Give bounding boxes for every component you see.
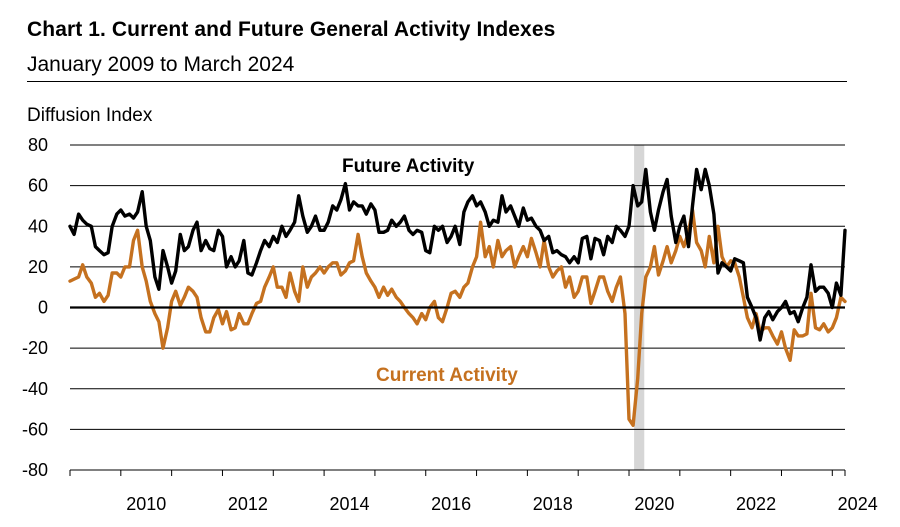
x-tick-label: 2014 (329, 494, 369, 514)
x-tick-label: 2018 (533, 494, 573, 514)
title-rule (27, 81, 847, 82)
x-tick-label: 2022 (736, 494, 776, 514)
y-tick-label: -80 (22, 460, 48, 480)
future-activity-line (68, 167, 847, 342)
y-tick-label: -20 (22, 338, 48, 358)
x-tick-label: 2020 (634, 494, 674, 514)
chart-title: Chart 1. Current and Future General Acti… (27, 18, 556, 41)
y-tick-label: 80 (28, 135, 48, 155)
y-tick-label: -60 (22, 419, 48, 439)
x-tick-label: 2012 (228, 494, 268, 514)
chart-subtitle: January 2009 to March 2024 (27, 53, 295, 76)
y-tick-label: 40 (28, 216, 48, 236)
y-tick-label: -40 (22, 379, 48, 399)
y-tick-label: 20 (28, 257, 48, 277)
future-activity-line-label: Future Activity (342, 156, 475, 177)
current-activity-line-label: Current Activity (376, 365, 518, 386)
y-tick-label: 0 (38, 298, 48, 318)
x-tick-label: 2016 (431, 494, 471, 514)
x-tick-label: 2024 (838, 494, 878, 514)
x-tick-label: 2010 (126, 494, 166, 514)
y-tick-label: 60 (28, 176, 48, 196)
y-axis-label: Diffusion Index (27, 105, 153, 126)
